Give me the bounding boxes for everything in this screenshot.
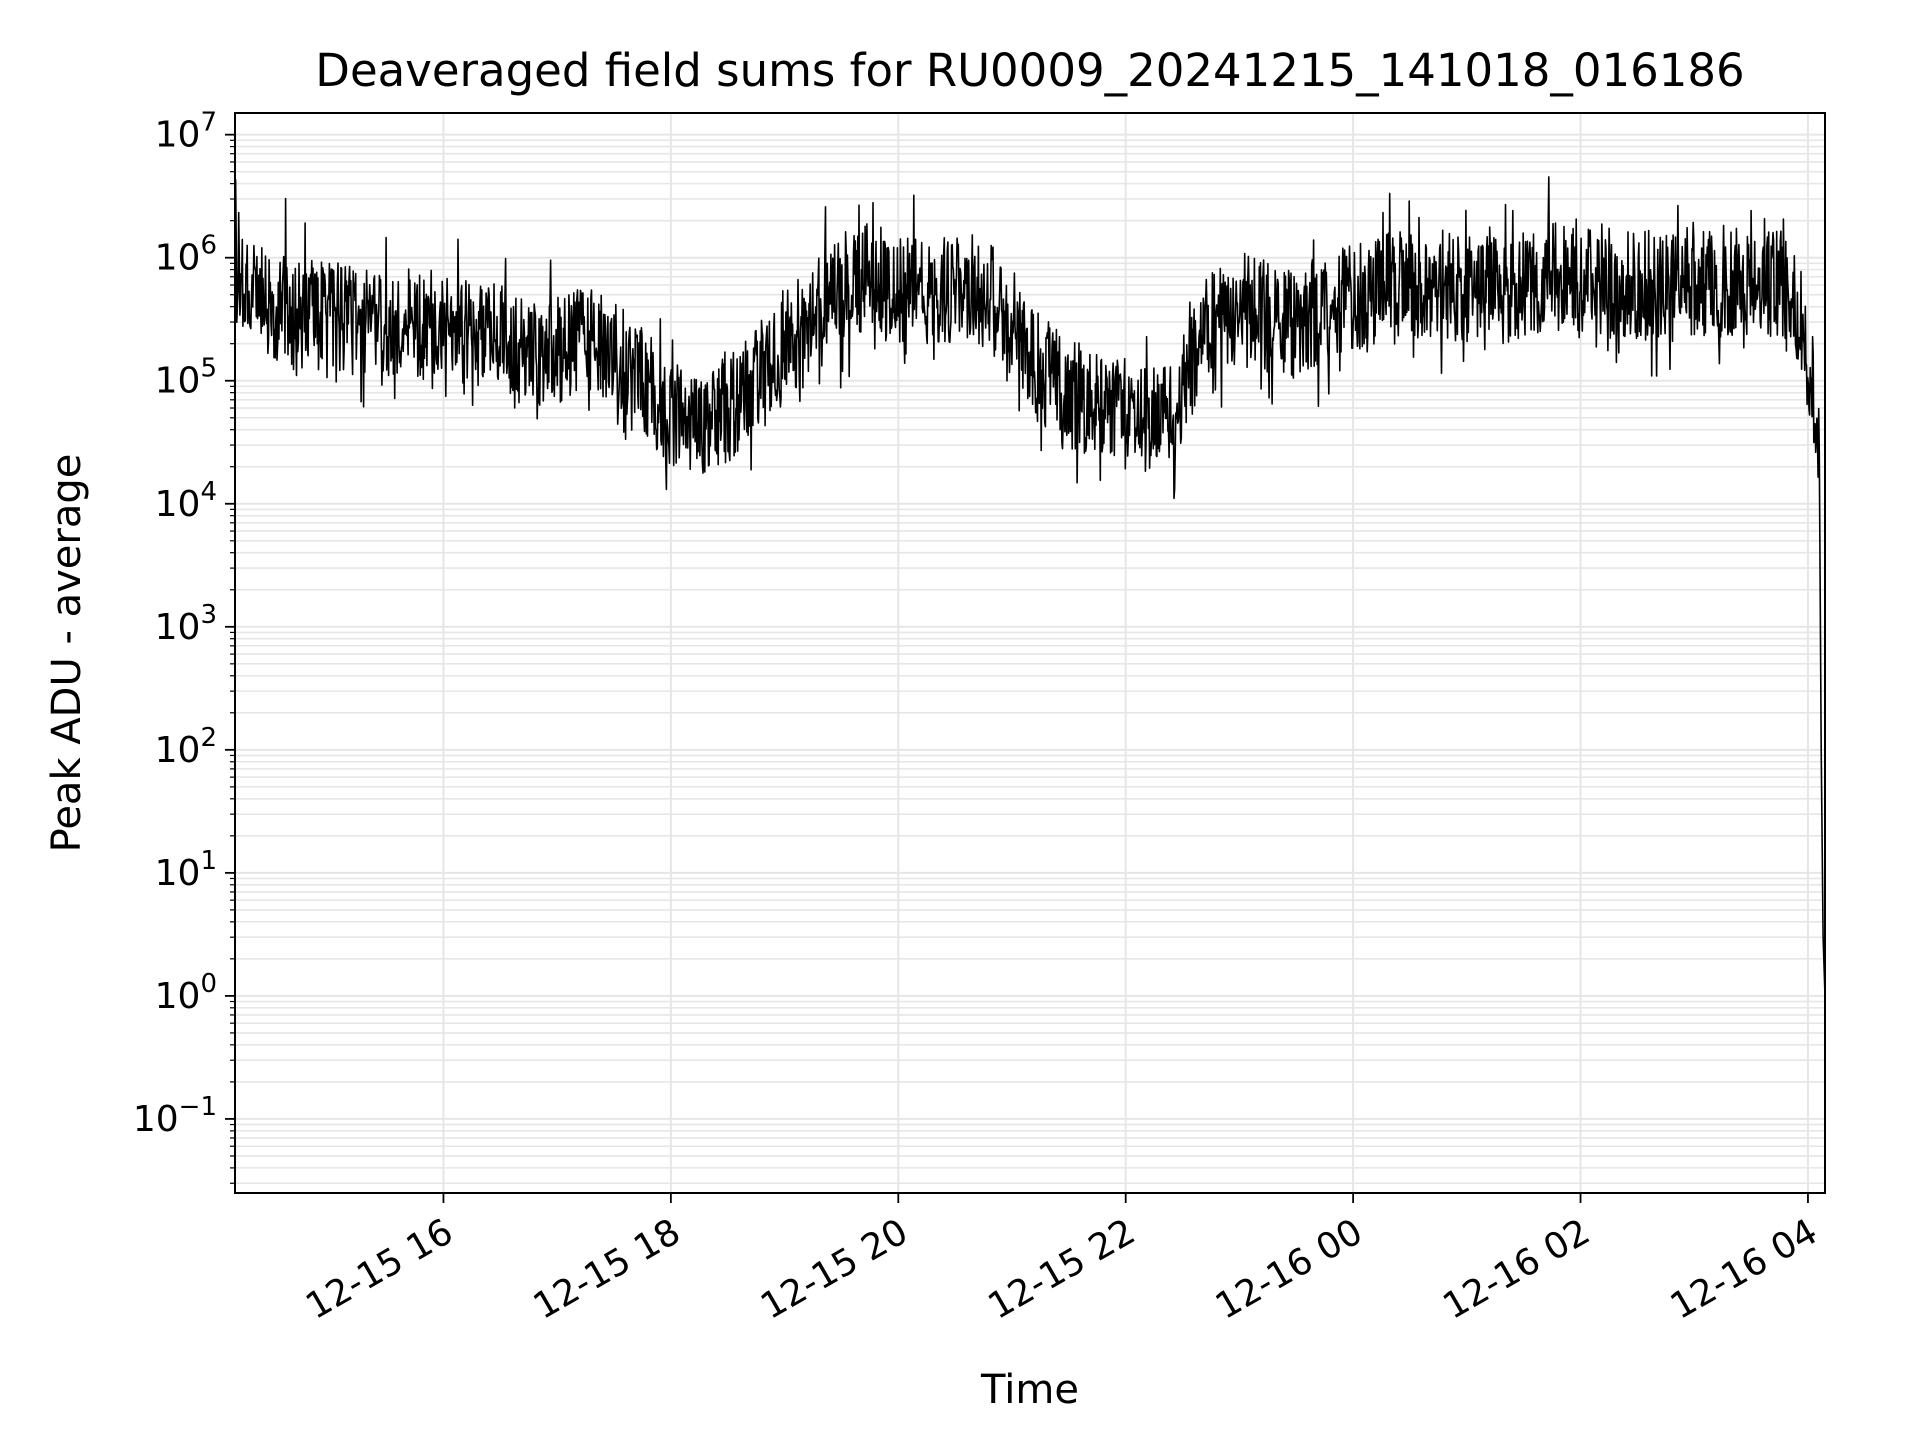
y-tick-label-exponent: 6 [200,231,217,261]
y-tick-label-exponent: 1 [200,846,217,876]
y-tick-label-base: 10 [155,361,201,402]
y-tick-label-base: 10 [155,607,201,648]
y-tick-label-exponent: 3 [200,600,217,630]
plot-area [234,112,1826,1194]
y-tick-label: 107 [155,108,217,156]
y-tick-label: 105 [155,354,217,402]
x-axis-label: Time [980,1367,1079,1413]
y-tick-label: 106 [155,231,217,279]
y-tick-label-base: 10 [155,484,201,525]
y-tick-label-base: 10 [155,238,201,279]
y-tick-label-base: 10 [155,115,201,156]
y-tick-label-exponent: 0 [200,969,217,999]
y-tick-label: 104 [155,477,217,525]
y-tick-label-exponent: −1 [179,1092,217,1122]
y-tick-label-exponent: 5 [200,354,217,384]
y-tick-label: 103 [155,600,217,648]
minor-gridlines [235,139,1825,1185]
y-tick-label: 100 [155,969,217,1017]
series-line [234,176,1826,996]
y-tick-label-exponent: 4 [200,477,217,507]
major-gridlines [235,113,1825,1193]
y-tick-label-base: 10 [155,976,201,1017]
y-tick-label-base: 10 [155,730,201,771]
y-tick-label: 10−1 [133,1092,217,1140]
y-tick-label-base: 10 [133,1099,179,1140]
y-axis-label: Peak ADU - average [44,454,90,853]
y-tick-label-base: 10 [155,853,201,894]
y-tick-label: 101 [155,846,217,894]
y-tick-label: 102 [155,723,217,771]
y-tick-label-exponent: 7 [200,108,217,138]
y-tick-label-exponent: 2 [200,723,217,753]
chart-title: Deaveraged field sums for RU0009_2024121… [315,44,1744,97]
plot-frame [234,112,1826,1194]
